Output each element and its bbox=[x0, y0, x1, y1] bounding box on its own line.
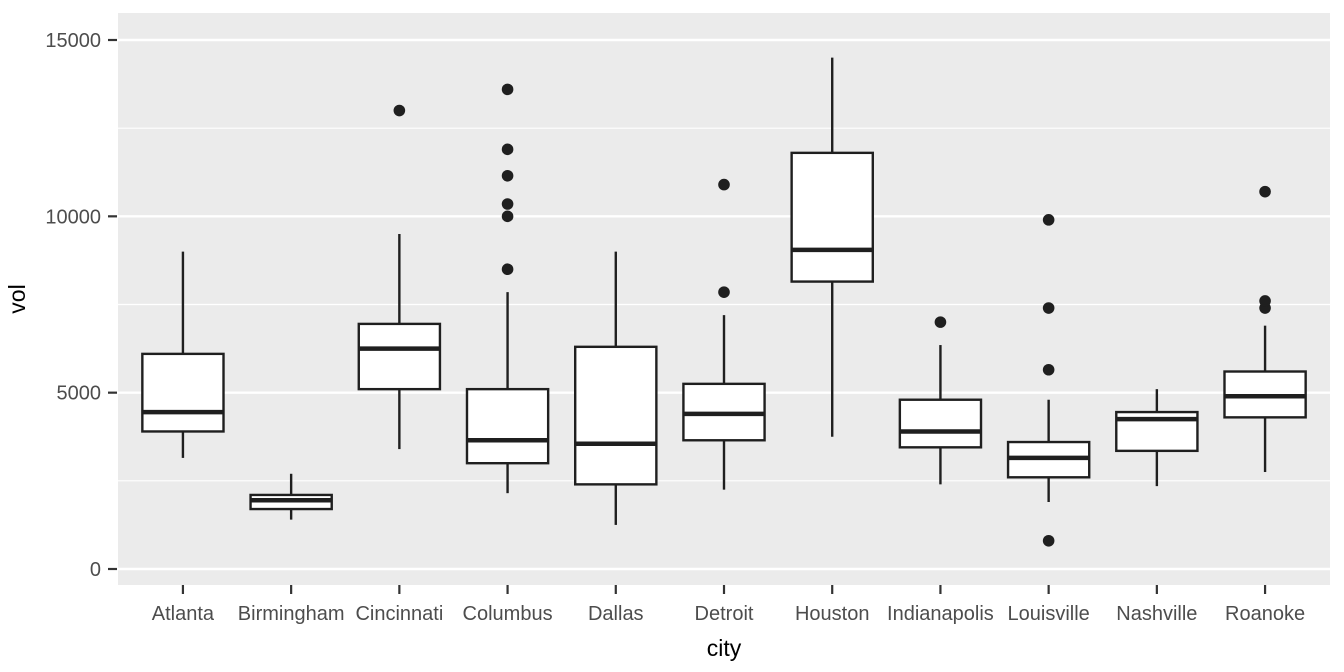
boxplots bbox=[141, 57, 1307, 547]
x-tick-label: Louisville bbox=[1008, 603, 1090, 625]
outlier-point bbox=[501, 210, 514, 223]
outlier-point bbox=[393, 104, 406, 117]
outlier-point bbox=[1259, 185, 1271, 198]
outlier-point bbox=[1042, 363, 1055, 376]
x-tick-label: Atlanta bbox=[152, 603, 215, 625]
outlier-point bbox=[501, 83, 514, 96]
iqr-box bbox=[141, 352, 225, 433]
y-axis-title: vol bbox=[4, 284, 30, 313]
outlier-point bbox=[1259, 295, 1271, 307]
box-nashville bbox=[1115, 389, 1199, 487]
box-dallas bbox=[574, 251, 658, 525]
box-roanoke bbox=[1223, 185, 1307, 473]
x-tick-label: Nashville bbox=[1116, 603, 1197, 625]
y-tick-label: 5000 bbox=[57, 383, 102, 405]
y-tick-label: 15000 bbox=[45, 30, 101, 52]
outlier-point bbox=[501, 169, 514, 182]
outlier-point bbox=[501, 198, 514, 210]
box-birmingham bbox=[249, 473, 333, 520]
y-axis: 0 5000 10000 15000 bbox=[45, 30, 117, 581]
iqr-box bbox=[465, 387, 550, 465]
outlier-point bbox=[1042, 534, 1055, 547]
panel-background bbox=[118, 13, 1330, 585]
y-tick-label: 0 bbox=[90, 559, 101, 581]
box-cincinnati bbox=[357, 104, 442, 450]
box-detroit bbox=[682, 178, 766, 490]
outlier-point bbox=[1042, 214, 1055, 226]
x-tick-label: Indianapolis bbox=[887, 603, 994, 625]
iqr-box bbox=[574, 345, 658, 486]
outlier-point bbox=[1042, 302, 1055, 314]
x-tick-label: Houston bbox=[795, 603, 870, 625]
iqr-box bbox=[790, 151, 874, 283]
box-atlanta bbox=[141, 251, 225, 458]
x-tick-label: Roanoke bbox=[1225, 603, 1305, 625]
iqr-box bbox=[898, 398, 983, 449]
x-tick-label: Birmingham bbox=[238, 603, 345, 625]
gridlines bbox=[118, 38, 1330, 571]
box-indianapolis bbox=[898, 316, 983, 485]
outlier-point bbox=[501, 143, 514, 156]
outlier-point bbox=[934, 316, 947, 328]
box-louisville bbox=[1006, 214, 1091, 547]
x-axis-title: city bbox=[707, 635, 742, 661]
x-tick-label: Columbus bbox=[463, 603, 553, 625]
x-tick-label: Cincinnati bbox=[355, 603, 443, 625]
x-tick-label: Dallas bbox=[588, 603, 644, 625]
outlier-point bbox=[501, 263, 514, 276]
outlier-point bbox=[718, 178, 730, 191]
plot-panel bbox=[118, 13, 1330, 585]
box-columbus bbox=[465, 83, 550, 494]
box-houston bbox=[790, 57, 874, 437]
y-tick-label: 10000 bbox=[45, 206, 101, 228]
outlier-point bbox=[718, 286, 730, 298]
iqr-box bbox=[357, 322, 442, 391]
x-axis: Atlanta Birmingham Cincinnati Columbus Dalla… bbox=[152, 585, 1305, 625]
x-tick-label: Detroit bbox=[695, 603, 754, 625]
